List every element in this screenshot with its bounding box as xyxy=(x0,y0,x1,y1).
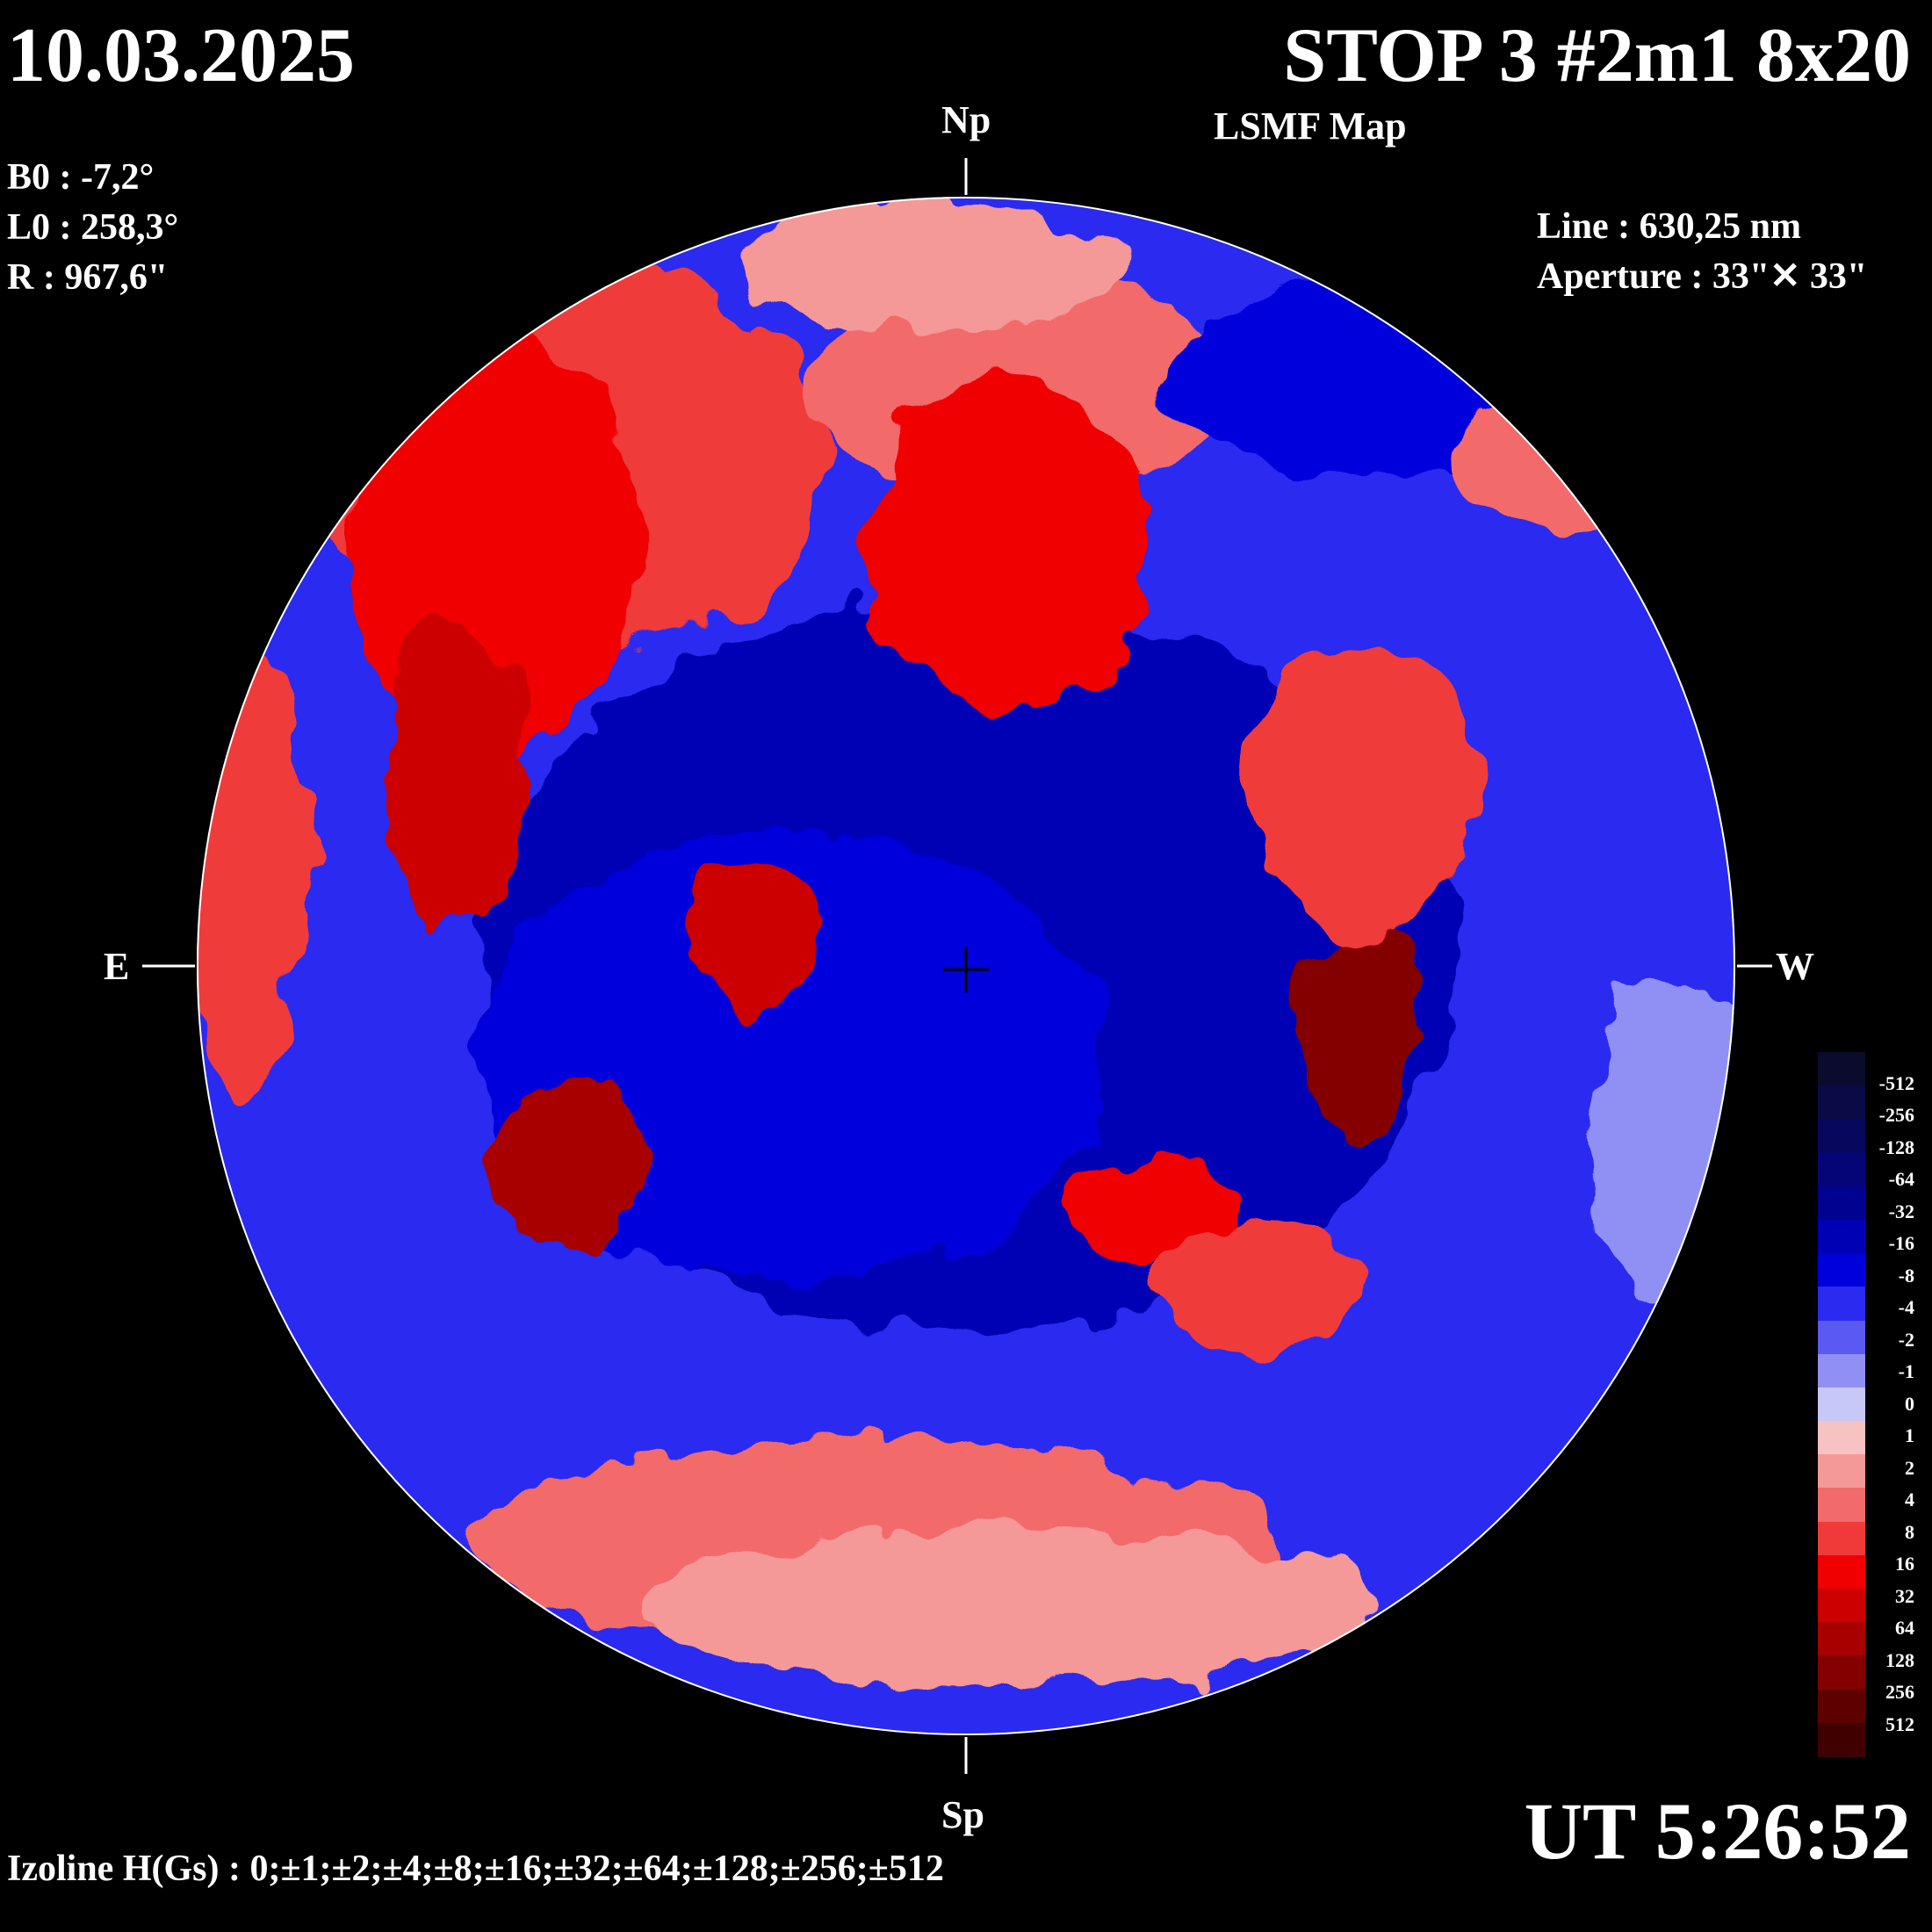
legend-swatch xyxy=(1818,1119,1865,1154)
legend-label: -1 xyxy=(1898,1360,1914,1383)
north-pole-label: Np xyxy=(941,98,991,141)
legend-label: 256 xyxy=(1885,1681,1914,1704)
legend-label: 512 xyxy=(1885,1712,1914,1735)
legend-label: 0 xyxy=(1905,1392,1914,1415)
legend-swatch xyxy=(1818,1454,1865,1489)
solar-disk xyxy=(197,197,1735,1735)
legend-label: -2 xyxy=(1898,1328,1914,1351)
legend-swatch xyxy=(1818,1655,1865,1690)
legend-swatch xyxy=(1818,1421,1865,1456)
legend-label: 64 xyxy=(1895,1617,1914,1640)
east-label: E xyxy=(104,945,130,988)
l0-value: L0 : 258,3° xyxy=(7,207,179,248)
b0-value: B0 : -7,2° xyxy=(7,157,155,198)
legend-label: -16 xyxy=(1888,1232,1914,1255)
legend-swatch xyxy=(1818,1320,1865,1355)
west-label: W xyxy=(1776,945,1814,988)
aperture: Aperture : 33"✕ 33" xyxy=(1537,256,1868,297)
color-scale-legend xyxy=(1818,1052,1865,1757)
legend-swatch xyxy=(1818,1287,1865,1322)
observation-date: 10.03.2025 xyxy=(7,13,355,98)
legend-swatch xyxy=(1818,1387,1865,1423)
legend-swatch xyxy=(1818,1085,1865,1121)
map-subtitle: LSMF Map xyxy=(1214,105,1407,148)
legend-swatch xyxy=(1818,1722,1865,1757)
legend-label: -32 xyxy=(1888,1200,1914,1222)
legend-swatch xyxy=(1818,1152,1865,1187)
legend-swatch xyxy=(1818,1488,1865,1523)
axis-ticks xyxy=(142,158,1772,1774)
legend-label: -4 xyxy=(1898,1296,1914,1319)
legend-label: 2 xyxy=(1905,1456,1914,1479)
legend-swatch xyxy=(1818,1589,1865,1624)
legend-swatch xyxy=(1818,1353,1865,1388)
legend-label: -512 xyxy=(1878,1072,1914,1094)
legend-label: 32 xyxy=(1895,1584,1914,1607)
legend-swatch xyxy=(1818,1219,1865,1255)
legend-swatch xyxy=(1818,1052,1865,1087)
legend-label: -64 xyxy=(1888,1168,1914,1191)
ephemeris-params: B0 : -7,2° L0 : 258,3° R : 967,6" xyxy=(7,153,178,303)
center-cross xyxy=(943,947,989,992)
legend-label: -128 xyxy=(1878,1135,1914,1158)
legend-swatch xyxy=(1818,1554,1865,1590)
instrument-params: Line : 630,25 nm Aperture : 33"✕ 33" xyxy=(1537,202,1867,302)
legend-swatch xyxy=(1818,1253,1865,1288)
legend-label: 8 xyxy=(1905,1520,1914,1543)
legend-label: -8 xyxy=(1898,1264,1914,1287)
legend-swatch xyxy=(1818,1186,1865,1221)
legend-label: 128 xyxy=(1885,1648,1914,1671)
legend-label: -256 xyxy=(1878,1104,1914,1127)
izoline-levels: Izoline H(Gs) : 0;±1;±2;±4;±8;±16;±32;±6… xyxy=(7,1849,944,1889)
map-title: STOP 3 #2m1 8x20 xyxy=(1283,13,1911,98)
radius-value: R : 967,6" xyxy=(7,257,169,298)
universal-time: UT 5:26:52 xyxy=(1524,1786,1911,1876)
legend-label: 4 xyxy=(1905,1489,1914,1511)
spectral-line: Line : 630,25 nm xyxy=(1537,206,1802,247)
legend-label: 16 xyxy=(1895,1553,1914,1575)
legend-label: 1 xyxy=(1905,1424,1914,1447)
legend-swatch xyxy=(1818,1622,1865,1657)
legend-swatch xyxy=(1818,1689,1865,1724)
south-pole-label: Sp xyxy=(941,1793,984,1836)
legend-swatch xyxy=(1818,1521,1865,1556)
